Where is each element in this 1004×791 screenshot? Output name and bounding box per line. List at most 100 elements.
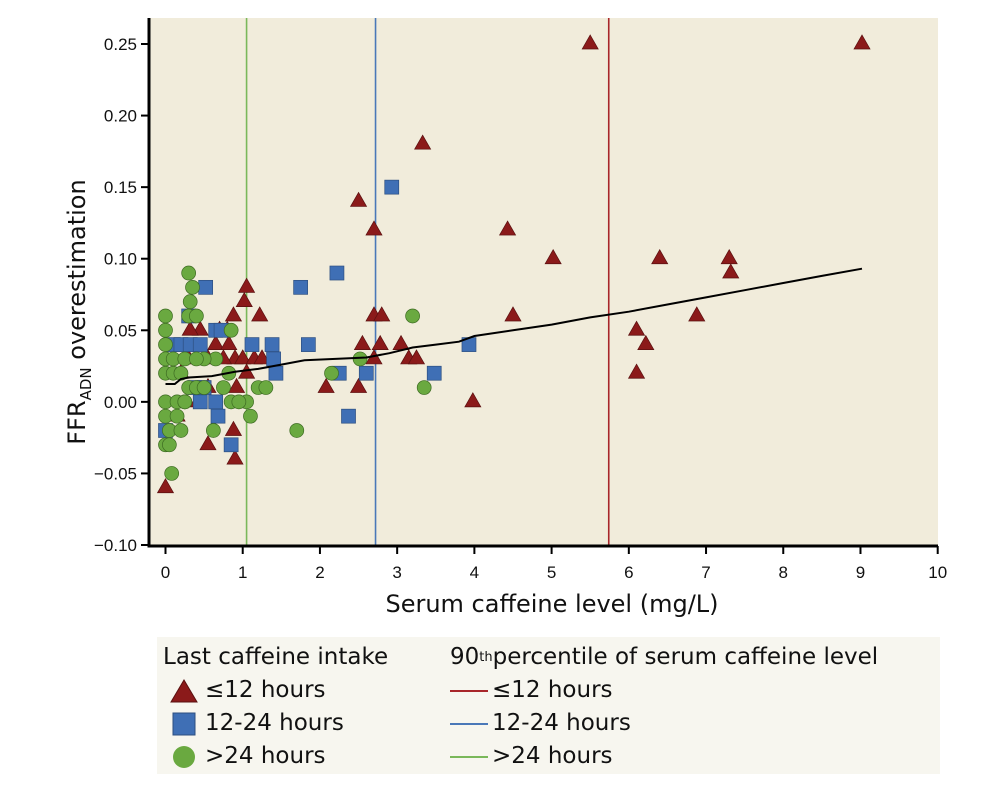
legend-item-label: >24 hours [205,743,326,769]
triangle-point [353,334,372,350]
circle-point [231,394,247,410]
x-ticks: 0 1 2 3 4 5 6 7 8 9 10 [161,546,947,582]
legend-line-blue: 12-24 hours [450,707,878,740]
x-tick-label: 3 [392,563,401,582]
triangle-point [234,349,252,365]
triangle-point [227,377,246,393]
y-axis-title: FFRADN overestimation [63,179,95,444]
legend-marker-title: Last caffeine intake [163,644,389,670]
x-tick-label: 2 [315,563,324,582]
circle-point [405,308,420,324]
triangle-point [651,249,669,265]
square-icon [163,711,205,737]
triangle-point [181,320,199,336]
square-point [192,337,208,352]
y-tick-label: −0.05 [94,464,137,483]
legend-item-label: ≤12 hours [205,677,326,703]
triangle-point [235,291,253,308]
x-tick-label: 10 [928,563,947,582]
scatter-chart: 0.25 0.20 0.15 0.10 0.05 0.00 −0.05 −0.10 0 1 2 3 4… [63,18,947,618]
red-line-icon [450,689,492,692]
circle-point [169,408,185,424]
triangle-point [199,435,217,451]
legend-line-red: ≤12 hours [450,674,878,707]
circle-point [158,322,173,338]
x-tick-label: 1 [238,563,247,582]
x-tick-label: 9 [856,563,865,582]
triangle-point [251,306,269,322]
data-points [156,34,871,494]
circle-point [173,423,189,438]
square-point [293,279,308,295]
circle-point [158,337,173,352]
triangle-point [637,334,655,350]
square-point [384,179,400,195]
legend-markers: Last caffeine intake ≤12 hours 12-24 hou… [163,641,388,773]
square-point [329,265,345,281]
square-point [192,394,208,410]
triangle-point [371,334,389,350]
triangle-point [156,478,175,494]
circle-point [182,294,198,310]
square-point [268,365,284,381]
triangle-point [464,392,482,408]
square-point [198,279,214,295]
square-point [244,337,260,352]
circle-point [324,365,339,381]
circle-icon [163,744,205,770]
triangle-point [407,349,426,365]
circle-point [223,322,239,338]
circle-point [196,380,212,395]
legend-item-label: 12-24 hours [205,710,344,736]
triangle-point [688,306,706,322]
y-axis-title-main: FFR [63,400,91,444]
legend-line-green: >24 hours [450,740,878,773]
triangle-point [544,249,562,265]
square-point [208,394,224,410]
circle-point [289,423,305,438]
square-point [341,408,356,424]
circle-point [216,380,231,395]
y-ticks: 0.25 0.20 0.15 0.10 0.05 0.00 −0.05 −0.10 [94,35,149,555]
y-tick-label: 0.05 [104,321,137,340]
square-point [210,408,226,424]
x-tick-label: 0 [161,563,170,582]
blue-line-icon [450,722,492,725]
circle-point [158,308,173,324]
triangle-point [722,263,740,279]
triangle-point [349,191,368,207]
legend-line-title-suffix: percentile of serum caffeine level [492,644,879,670]
triangle-point [853,34,871,50]
triangle-point [373,306,391,322]
square-point [301,337,316,352]
y-tick-label: 0.00 [104,393,137,412]
legend-item-circle: >24 hours [163,740,388,773]
circle-point [416,380,432,395]
x-tick-label: 6 [624,563,633,582]
triangle-icon [163,678,205,704]
triangle-point [627,363,646,379]
y-tick-label: 0.20 [104,107,137,126]
triangle-point [349,377,368,393]
legend-item-square: 12-24 hours [163,707,388,740]
x-tick-label: 7 [701,563,710,582]
triangle-point [226,449,244,465]
legend-line-label: >24 hours [492,743,613,769]
square-point [223,437,239,453]
circle-point [258,380,274,395]
legend-item-triangle: ≤12 hours [163,674,388,707]
square-point [358,365,374,381]
legend-line-label: ≤12 hours [492,677,613,703]
y-tick-label: 0.15 [104,178,137,197]
y-axis-title-sub: ADN [77,367,95,400]
x-axis-title: Serum caffeine level (mg/L) [385,590,718,618]
y-tick-label: −0.10 [94,536,137,555]
y-tick-label: 0.10 [104,250,137,269]
x-tick-label: 5 [547,563,556,582]
triangle-point [498,220,517,236]
plot-background [149,18,938,546]
square-point [426,365,442,381]
x-tick-label: 4 [470,563,479,582]
